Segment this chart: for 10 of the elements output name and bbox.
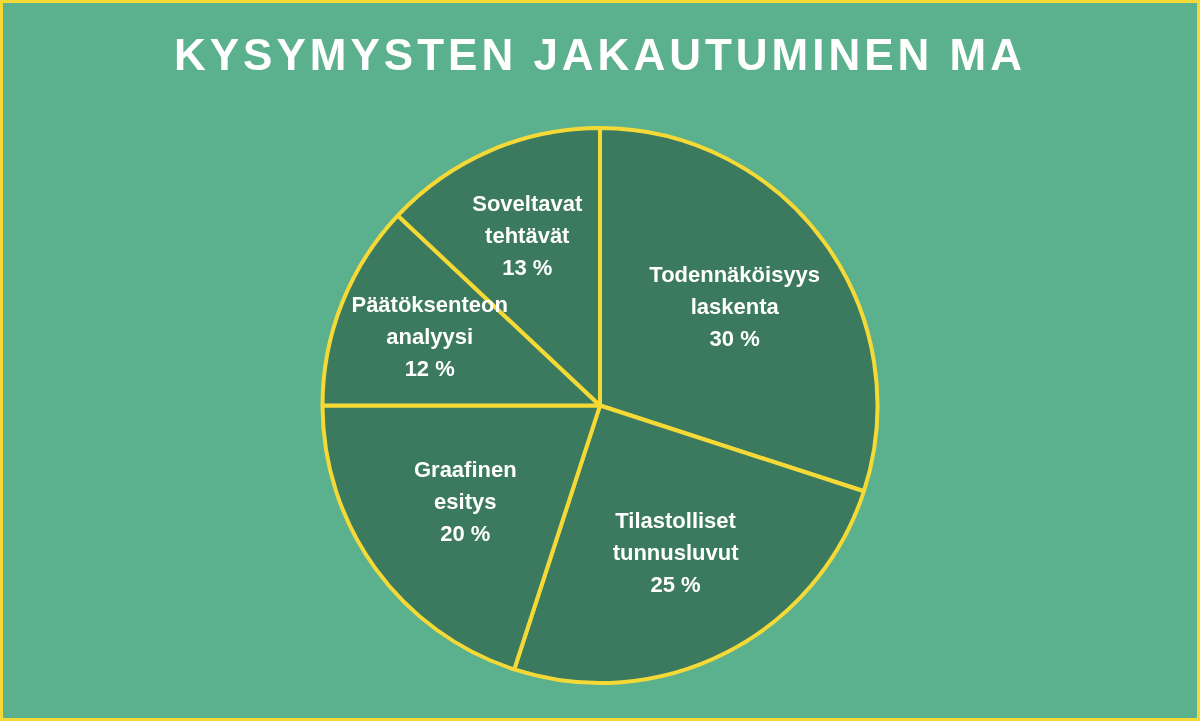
data-label: 20 %: [440, 521, 491, 547]
slice-label: Soveltavat tehtävät: [472, 191, 583, 249]
data-label: 13 %: [502, 255, 553, 281]
data-label: 30 %: [709, 325, 760, 351]
data-label: 25 %: [650, 571, 701, 597]
chart-title: KYSYMYSTEN JAKAUTUMINEN MA: [173, 30, 1027, 80]
slice-label: Graafinen esitys: [413, 457, 517, 515]
slice-label: Tilastolliset tunnusluvut: [612, 507, 740, 565]
slice-label: Todennäköisyys laskenta: [649, 261, 821, 319]
data-label: 12 %: [404, 356, 455, 382]
